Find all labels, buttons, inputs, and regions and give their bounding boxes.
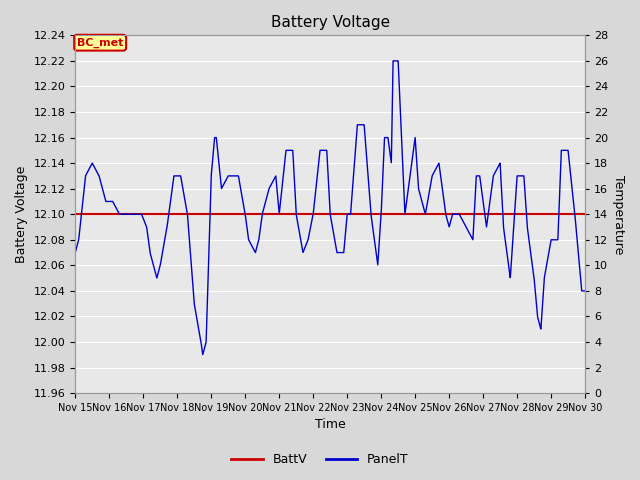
Legend: BattV, PanelT: BattV, PanelT: [227, 448, 413, 471]
Text: BC_met: BC_met: [77, 37, 124, 48]
Y-axis label: Temperature: Temperature: [612, 175, 625, 254]
X-axis label: Time: Time: [315, 419, 346, 432]
Y-axis label: Battery Voltage: Battery Voltage: [15, 166, 28, 263]
Title: Battery Voltage: Battery Voltage: [271, 15, 390, 30]
